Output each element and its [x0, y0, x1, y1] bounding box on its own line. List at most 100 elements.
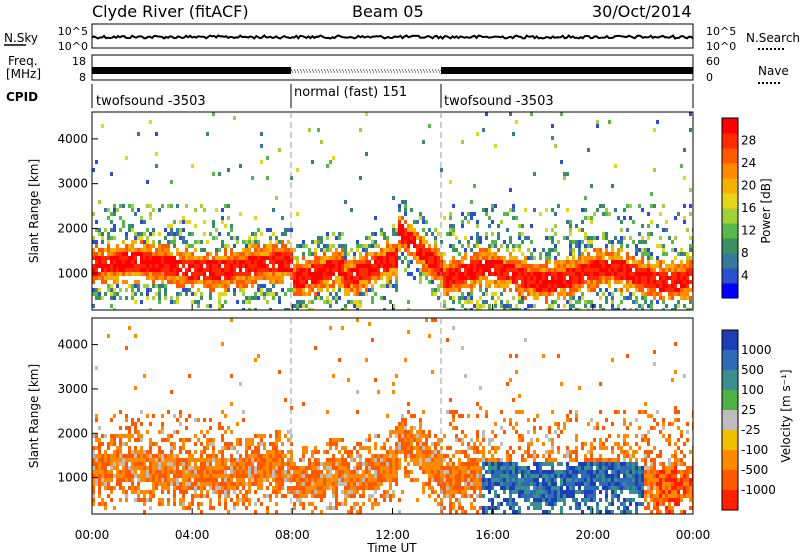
heatmap-cell — [398, 434, 401, 438]
heatmap-cell — [224, 482, 227, 486]
heatmap-cell — [452, 308, 455, 310]
heatmap-cell — [449, 446, 452, 450]
heatmap-cell — [512, 132, 515, 136]
heatmap-cell — [326, 474, 329, 478]
heatmap-cell — [470, 462, 473, 466]
heatmap-cell — [323, 264, 326, 268]
heatmap-cell — [419, 426, 422, 430]
heatmap-cell — [554, 478, 557, 482]
heatmap-cell — [143, 220, 146, 224]
heatmap-cell — [548, 284, 551, 288]
heatmap-cell — [356, 308, 359, 310]
heatmap-cell — [626, 260, 629, 264]
heatmap-cell — [254, 280, 257, 284]
heatmap-cell — [554, 482, 557, 486]
heatmap-cell — [380, 470, 383, 474]
heatmap-cell — [557, 462, 560, 466]
heatmap-cell — [590, 284, 593, 288]
heatmap-cell — [494, 422, 497, 426]
heatmap-cell — [479, 486, 482, 490]
heatmap-cell — [401, 240, 404, 244]
heatmap-cell — [455, 272, 458, 276]
heatmap-cell — [233, 236, 236, 240]
heatmap-cell — [542, 248, 545, 252]
heatmap-cell — [593, 212, 596, 216]
heatmap-cell — [386, 276, 389, 280]
heatmap-cell — [560, 292, 563, 296]
heatmap-cell — [533, 502, 536, 506]
heatmap-cell — [452, 280, 455, 284]
heatmap-cell — [491, 438, 494, 442]
heatmap-cell — [164, 474, 167, 478]
heatmap-cell — [677, 272, 680, 276]
heatmap-cell — [470, 482, 473, 486]
heatmap-cell — [485, 414, 488, 418]
heatmap-cell — [494, 292, 497, 296]
heatmap-cell — [581, 284, 584, 288]
heatmap-cell — [155, 152, 158, 156]
heatmap-cell — [335, 482, 338, 486]
heatmap-cell — [416, 478, 419, 482]
heatmap-cell — [635, 296, 638, 300]
heatmap-cell — [125, 498, 128, 502]
heatmap-cell — [326, 300, 329, 304]
heatmap-cell — [143, 244, 146, 248]
heatmap-cell — [179, 410, 182, 414]
heatmap-cell — [278, 434, 281, 438]
heatmap-cell — [206, 256, 209, 260]
heatmap-cell — [641, 280, 644, 284]
heatmap-cell — [674, 216, 677, 220]
heatmap-cell — [551, 438, 554, 442]
heatmap-cell — [182, 494, 185, 498]
heatmap-cell — [548, 482, 551, 486]
heatmap-cell — [185, 292, 188, 296]
heatmap-cell — [227, 490, 230, 494]
heatmap-cell — [689, 188, 692, 192]
heatmap-cell — [422, 446, 425, 450]
heatmap-cell — [251, 466, 254, 470]
heatmap-cell — [584, 486, 587, 490]
heatmap-cell — [479, 276, 482, 280]
heatmap-cell — [200, 466, 203, 470]
heatmap-cell — [236, 300, 239, 304]
heatmap-cell — [200, 296, 203, 300]
heatmap-cell — [275, 260, 278, 264]
heatmap-cell — [275, 458, 278, 462]
heatmap-cell — [476, 304, 479, 308]
heatmap-cell — [443, 292, 446, 296]
heatmap-cell — [104, 248, 107, 252]
heatmap-cell — [641, 256, 644, 260]
heatmap-cell — [224, 248, 227, 252]
heatmap-cell — [305, 304, 308, 308]
heatmap-cell — [656, 272, 659, 276]
heatmap-cell — [641, 240, 644, 244]
heatmap-cell — [116, 482, 119, 486]
heatmap-cell — [482, 482, 485, 486]
heatmap-cell — [122, 248, 125, 252]
heatmap-cell — [197, 482, 200, 486]
heatmap-cell — [323, 280, 326, 284]
heatmap-cell — [128, 284, 131, 288]
heatmap-cell — [503, 264, 506, 268]
heatmap-cell — [209, 466, 212, 470]
heatmap-cell — [203, 466, 206, 470]
heatmap-cell — [389, 300, 392, 304]
heatmap-cell — [350, 470, 353, 474]
heatmap-cell — [299, 284, 302, 288]
heatmap-cell — [626, 288, 629, 292]
heatmap-cell — [173, 300, 176, 304]
heatmap-cell — [476, 486, 479, 490]
heatmap-cell — [548, 502, 551, 506]
heatmap-cell — [494, 434, 497, 438]
heatmap-cell — [152, 466, 155, 470]
heatmap-cell — [131, 260, 134, 264]
heatmap-cell — [191, 482, 194, 486]
heatmap-cell — [137, 232, 140, 236]
heatmap-cell — [386, 256, 389, 260]
heatmap-cell — [599, 288, 602, 292]
heatmap-cell — [503, 260, 506, 264]
heatmap-cell — [332, 506, 335, 510]
heatmap-cell — [413, 240, 416, 244]
heatmap-cell — [257, 442, 260, 446]
heatmap-cell — [113, 288, 116, 292]
